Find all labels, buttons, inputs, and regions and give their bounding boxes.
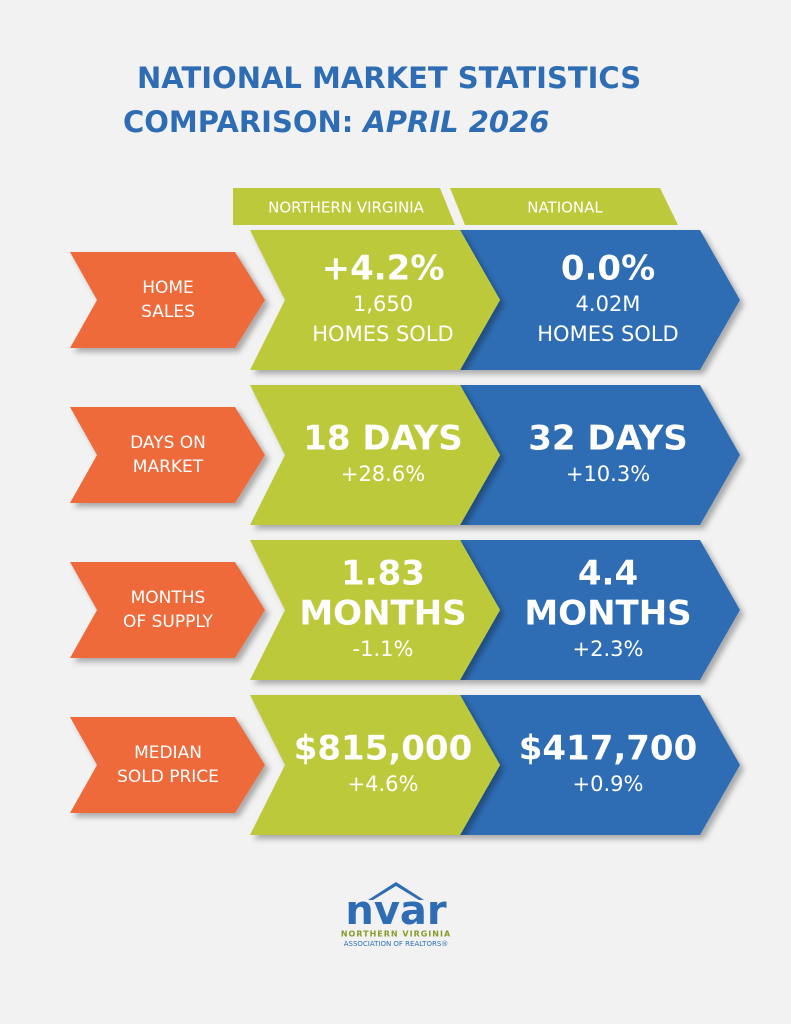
row-label: DAYS ON xyxy=(130,433,206,453)
row-label: MONTHS xyxy=(131,588,206,608)
headline: 0.0% xyxy=(561,249,655,289)
column-header: NATIONAL xyxy=(527,199,603,217)
headline: 4.4 xyxy=(578,554,638,594)
headline: $815,000 xyxy=(294,729,473,769)
label-arrow xyxy=(70,562,265,658)
detail: +2.3% xyxy=(573,637,644,661)
column-tab xyxy=(450,188,678,225)
title-line2: COMPARISON: APRIL 2026 xyxy=(123,105,549,139)
detail: -1.1% xyxy=(353,637,414,661)
detail: HOMES SOLD xyxy=(312,322,453,346)
detail: +28.6% xyxy=(341,462,425,486)
national-arrow xyxy=(460,695,740,835)
row-label: SOLD PRICE xyxy=(117,767,219,787)
headline: 32 DAYS xyxy=(528,419,688,459)
national-arrow xyxy=(460,385,740,525)
detail: +10.3% xyxy=(566,462,650,486)
label-arrow xyxy=(70,252,265,348)
title-period: APRIL 2026 xyxy=(361,105,549,139)
detail: 1,650 xyxy=(353,292,413,316)
rows: HOME SALES +4.2% 1,650 HOMES SOLD 0.0% 4.02M HO… xyxy=(70,230,740,835)
headline: 18 DAYS xyxy=(303,419,463,459)
nova-arrow xyxy=(250,695,500,835)
logo-line2: ASSOCIATION OF REALTORS® xyxy=(344,940,449,948)
nova-arrow xyxy=(250,540,500,680)
detail: +0.9% xyxy=(573,772,644,796)
detail: +4.6% xyxy=(348,772,419,796)
logo-line1: NORTHERN VIRGINIA xyxy=(341,930,451,939)
logo-mark: nvar xyxy=(345,888,447,934)
national-arrow xyxy=(460,230,740,370)
row-label: OF SUPPLY xyxy=(123,612,214,632)
title-line1: NATIONAL MARKET STATISTICS xyxy=(137,61,641,95)
logo-roof xyxy=(368,882,424,900)
headline: $417,700 xyxy=(519,729,698,769)
headline: MONTHS xyxy=(524,594,691,634)
detail: 4.02M xyxy=(576,292,641,316)
nova-arrow xyxy=(250,230,500,370)
label-arrow xyxy=(70,407,265,503)
row-label: SALES xyxy=(141,302,195,322)
row-label: HOME xyxy=(142,278,194,298)
label-arrow xyxy=(70,717,265,813)
national-arrow xyxy=(460,540,740,680)
row-label: MARKET xyxy=(133,457,204,477)
headline: +4.2% xyxy=(322,249,445,289)
headline: 1.83 xyxy=(341,554,425,594)
column-tab xyxy=(233,188,455,225)
headline: MONTHS xyxy=(299,594,466,634)
title-prefix: COMPARISON: xyxy=(123,105,353,139)
row-label: MEDIAN xyxy=(134,743,202,763)
column-header: NORTHERN VIRGINIA xyxy=(268,199,424,217)
nova-arrow xyxy=(250,385,500,525)
detail: HOMES SOLD xyxy=(537,322,678,346)
